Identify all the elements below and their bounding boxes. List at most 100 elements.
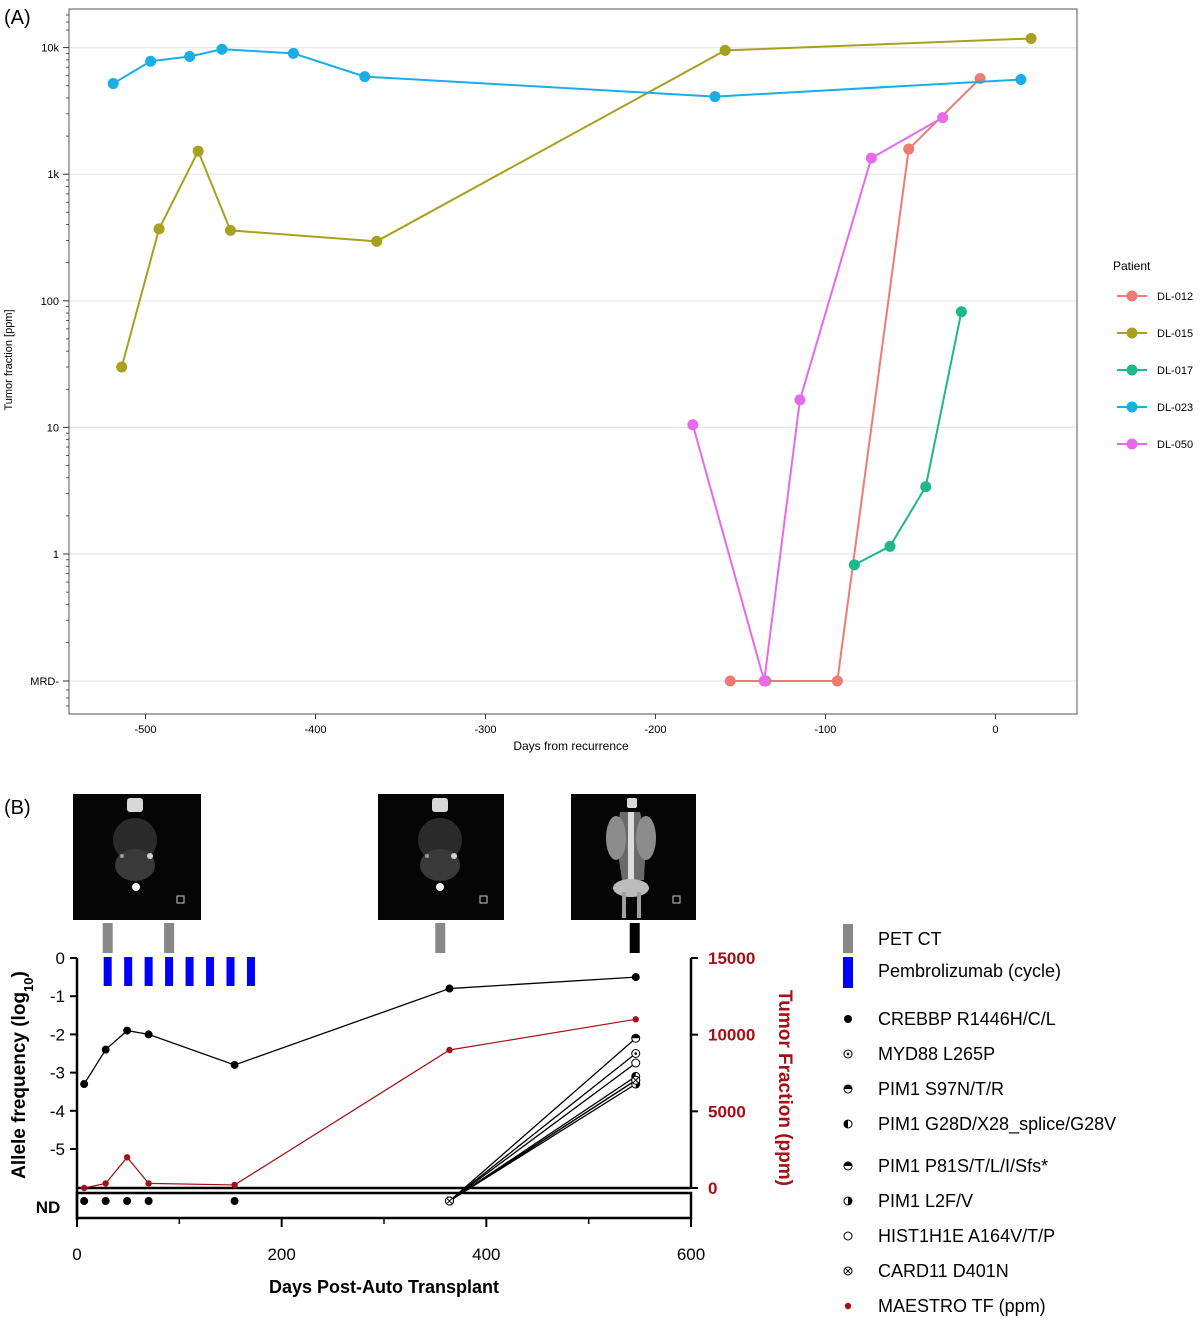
- panel-a-point-DL-017: [848, 559, 860, 571]
- legend-marker-fill: [844, 1267, 852, 1275]
- panel-a-legend-label: DL-023: [1157, 402, 1193, 414]
- pet-ct-scan-image-1: [73, 794, 201, 920]
- panel-a-point-DL-017: [955, 306, 967, 318]
- legend-pembrolizumab-swatch: [843, 957, 853, 988]
- panel-a-point-DL-015: [116, 361, 128, 373]
- pet-ct-scan-image-3: [571, 794, 696, 920]
- panel-b-left-tick-label: 0: [56, 949, 65, 968]
- panel-b-point: [631, 1058, 641, 1068]
- panel-b-left-tick-label: -5: [50, 1140, 65, 1159]
- legend-marker-fill: [844, 1120, 848, 1128]
- panel-b-right-tick-label: 15000: [708, 949, 755, 968]
- panel-a-point-DL-017: [884, 540, 896, 552]
- legend-marker: [843, 1231, 853, 1241]
- legend-series-label: MYD88 L265P: [878, 1044, 995, 1064]
- panel-a-y-tick-label: 100: [41, 296, 59, 308]
- pembrolizumab-cycle-marker: [226, 957, 235, 986]
- panel-a-y-tick-label: 10: [47, 422, 59, 434]
- panel-a-point-DL-023: [145, 55, 157, 67]
- panel-a-point-DL-015: [1025, 32, 1037, 44]
- panel-a-plot-frame: [68, 8, 1078, 715]
- panel-b-point: [632, 1016, 639, 1023]
- panel-a-point-DL-015: [719, 44, 731, 56]
- panel-a-x-tick-label: -500: [134, 724, 156, 736]
- panel-b-point: [230, 1060, 239, 1069]
- panel-b-point-fill: [634, 1052, 638, 1055]
- panel-b-left-tick-label: -1: [50, 987, 65, 1006]
- panel-a-y-tick-label: 1k: [47, 169, 59, 181]
- panel-b-label: (B): [4, 797, 31, 819]
- panel-b-point: [123, 1154, 131, 1161]
- panel-b-point-fill: [631, 1034, 640, 1039]
- panel-a-point-DL-012: [831, 675, 843, 687]
- legend-marker-fill: [848, 1197, 852, 1205]
- panel-a-point-DL-015: [224, 224, 236, 236]
- panel-a-point-DL-015: [153, 223, 165, 235]
- panel-b-series-line: [83, 976, 636, 1085]
- pet-ct-marker: [164, 923, 175, 953]
- panel-a-point-DL-023: [107, 78, 119, 90]
- panel-b-series-line: [449, 1079, 637, 1202]
- panel-a-point-DL-050: [758, 675, 770, 687]
- panel-b-point: [231, 1181, 238, 1189]
- panel-a-minor-ticks: [66, 14, 69, 707]
- panel-a-y-ticks: MRD- 1 10 100 1k 10k: [30, 43, 69, 688]
- panel-b-legend: PET CT Pembrolizumab (cycle) CREBBP R1446H…: [843, 924, 1116, 1316]
- panel-b-left-tick-label: -3: [50, 1064, 65, 1083]
- panel-a-x-axis-label: Days from recurrence: [513, 739, 629, 753]
- panel-a-series-line-DL-012: [730, 77, 981, 682]
- panel-a-series: [107, 32, 1037, 687]
- panel-a-legend-marker: [1126, 401, 1138, 413]
- legend-series-label: CARD11 D401N: [878, 1261, 1009, 1281]
- panel-a-x-tick-label: 0: [992, 724, 998, 736]
- panel-b-x-tick-label: 0: [72, 1245, 81, 1264]
- panel-a-series-line-DL-050: [691, 116, 944, 682]
- panel-a-label: (A): [4, 7, 31, 29]
- panel-b-left-tick-label: -2: [50, 1025, 65, 1044]
- panel-a-x-tick-label: -100: [814, 724, 836, 736]
- panel-b-point: [145, 1180, 152, 1187]
- panel-b-left-tick-label: -4: [50, 1102, 65, 1121]
- pet-ct-marker: [629, 923, 640, 953]
- panel-a-point-DL-015: [371, 235, 383, 247]
- panel-b-series-line: [84, 1018, 636, 1189]
- panel-a-point-DL-050: [794, 394, 806, 406]
- panel-b-x-tick-label: 200: [267, 1245, 295, 1264]
- panel-a-x-ticks: -500 -400 -300 -200 -100 0: [134, 714, 998, 736]
- panel-b-point: [445, 984, 454, 993]
- panel-a-point-DL-023: [359, 71, 371, 83]
- panel-b-point: [80, 1184, 88, 1192]
- panel-a-legend-label: DL-012: [1157, 291, 1193, 303]
- legend-series-label: PIM1 L2F/V: [878, 1191, 973, 1211]
- panel-a-series-line-DL-023: [112, 48, 1021, 98]
- legend-series-label: PIM1 G28D/X28_splice/G28V: [878, 1114, 1116, 1135]
- panel-a-point-DL-050: [937, 112, 949, 124]
- pembrolizumab-cycle-markers: [103, 957, 255, 986]
- panel-b-series: [80, 973, 641, 1206]
- panel-a-point-DL-023: [287, 47, 299, 59]
- pembrolizumab-cycle-marker: [165, 957, 174, 986]
- panel-a-point-DL-023: [1015, 73, 1027, 85]
- pet-ct-markers: [102, 923, 640, 953]
- panel-a-legend-label: DL-015: [1157, 328, 1193, 340]
- panel-a-point-DL-023: [184, 51, 196, 63]
- panel-b-series-line: [449, 1052, 637, 1202]
- panel-a-legend-title: Patient: [1113, 259, 1151, 273]
- pembrolizumab-cycle-marker: [103, 957, 112, 986]
- panel-b-nd-point: [123, 1197, 132, 1205]
- panel-a-x-tick-label: -300: [474, 724, 496, 736]
- panel-b-right-y-axis-label: Tumor Fraction (ppm): [774, 990, 795, 1186]
- panel-a-point-DL-023: [216, 43, 228, 55]
- legend-pet-ct-swatch: [843, 924, 853, 953]
- panel-a-legend-label: DL-017: [1157, 365, 1193, 377]
- panel-a-legend-marker: [1126, 290, 1138, 302]
- pembrolizumab-cycle-marker: [206, 957, 215, 986]
- panel-b-nd-point: [80, 1197, 89, 1205]
- panel-a-series-line-DL-017: [853, 311, 963, 566]
- panel-b-point: [101, 1045, 110, 1054]
- panel-a-y-tick-label: 10k: [41, 43, 59, 55]
- panel-b-series-line: [449, 1062, 637, 1202]
- legend-marker-fill: [844, 1085, 852, 1089]
- panel-b-point: [123, 1026, 132, 1035]
